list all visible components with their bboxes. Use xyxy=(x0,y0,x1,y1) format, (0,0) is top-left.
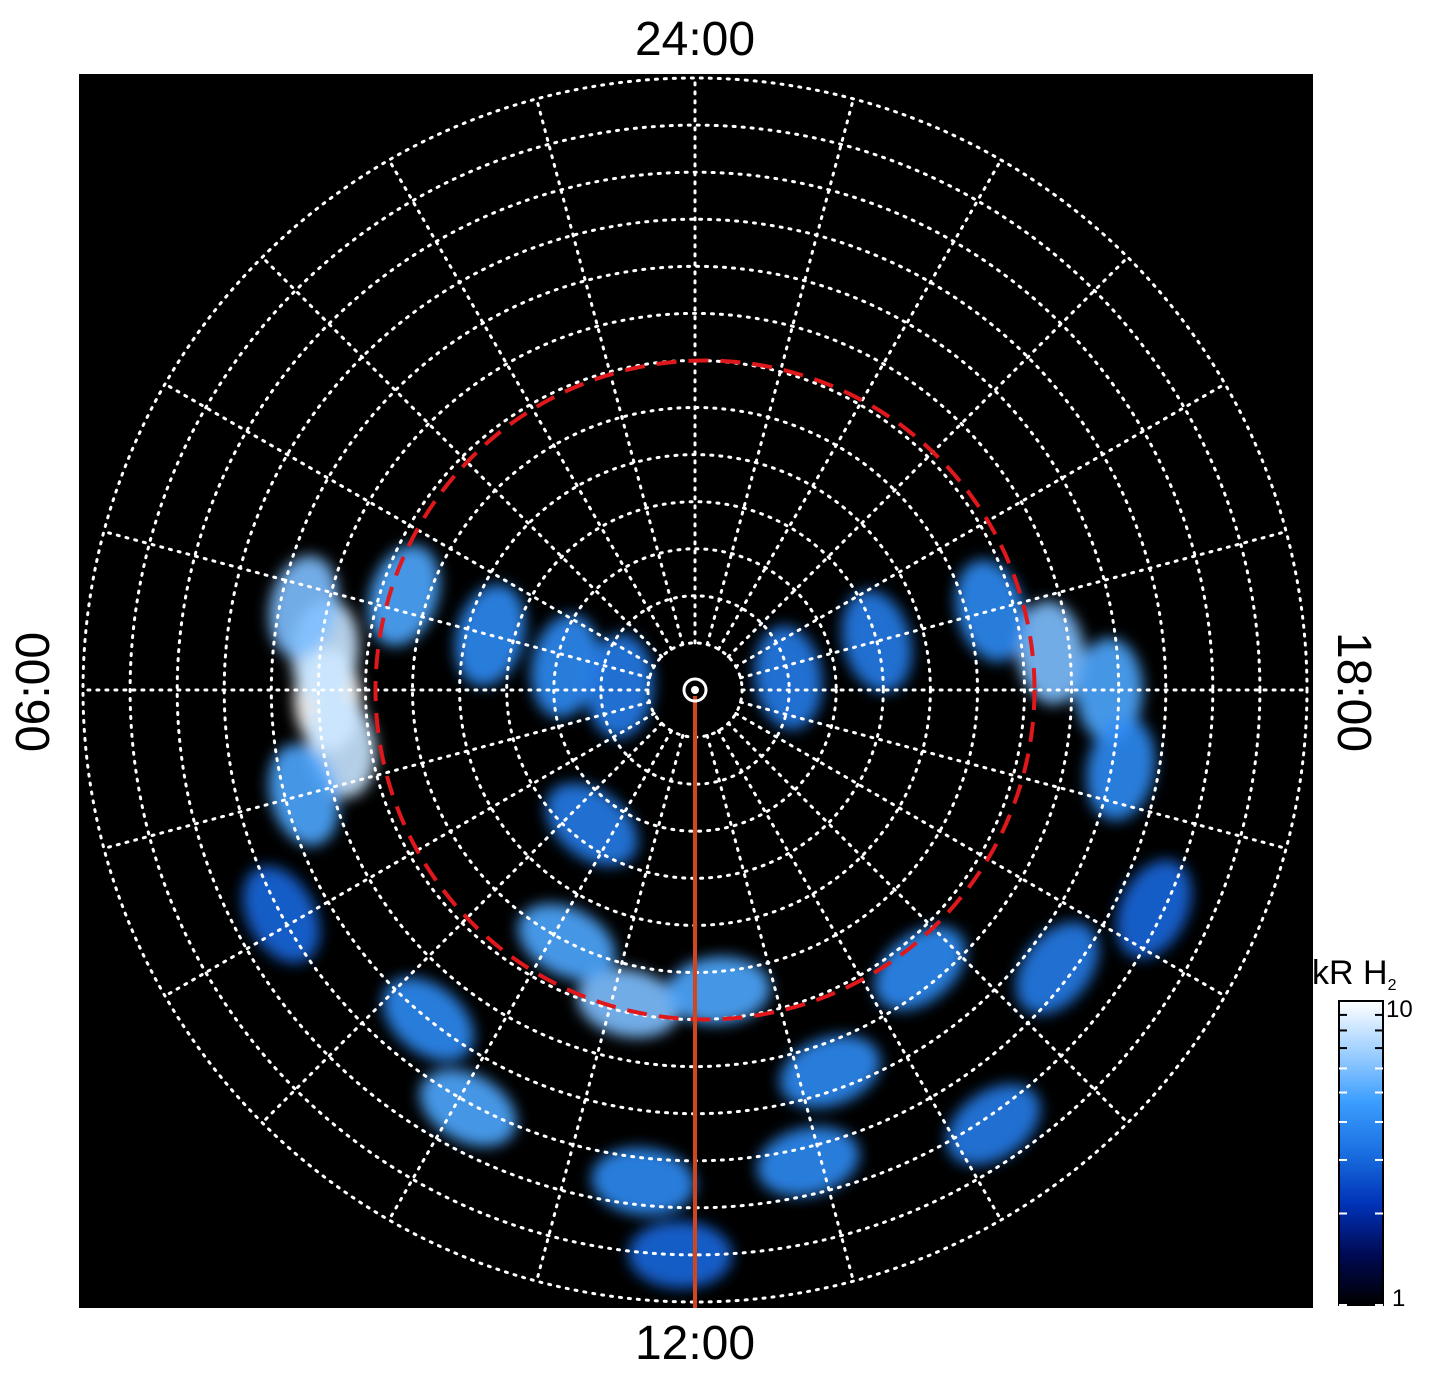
emission-patch xyxy=(268,743,340,846)
grid-meridian xyxy=(739,530,1288,680)
emission-patch xyxy=(666,956,771,1025)
grid-meridian xyxy=(705,97,855,646)
emission-patch xyxy=(577,968,680,1038)
emission-patch xyxy=(757,1126,860,1197)
lt-label-dusk: 18:00 xyxy=(1327,631,1380,753)
grid-ring xyxy=(128,123,1262,1257)
grid-meridian xyxy=(260,721,664,1125)
emission-patch xyxy=(530,614,600,718)
emission-patch xyxy=(1075,638,1144,742)
colorbar-title: kR H2 xyxy=(1312,954,1397,994)
grid-meridian xyxy=(726,721,1130,1125)
grid-meridian xyxy=(387,158,673,651)
grid-meridian xyxy=(163,382,656,668)
colorbar-max-label: 10 xyxy=(1386,996,1413,1023)
grid-meridian xyxy=(102,530,651,680)
polar-grid xyxy=(81,76,1309,1304)
grid-ring xyxy=(316,311,1074,1069)
emission-patch xyxy=(874,926,966,1011)
emission-patch xyxy=(419,1069,517,1147)
lt-label-noon: 12:00 xyxy=(634,1317,756,1370)
grid-meridian xyxy=(535,734,685,1283)
grid-meridian xyxy=(387,729,673,1222)
emission-patch xyxy=(368,544,440,646)
lt-label-dawn: 06:00 xyxy=(7,631,60,753)
emission-patch xyxy=(779,1035,881,1108)
emission-patch xyxy=(946,1084,1041,1165)
lt-label-midnight: 24:00 xyxy=(634,13,756,66)
pole-dot xyxy=(691,686,699,694)
emission-layer xyxy=(242,544,1192,1289)
emission-patch xyxy=(1116,859,1192,959)
colorbar xyxy=(1338,1000,1384,1306)
grid-meridian xyxy=(535,97,685,646)
grid-meridian xyxy=(705,734,855,1283)
grid-meridian xyxy=(734,382,1227,668)
reference-circle xyxy=(373,358,1037,1022)
emission-patch xyxy=(545,783,638,866)
grid-meridian xyxy=(163,712,656,998)
grid-meridian xyxy=(717,158,1003,651)
emission-patch xyxy=(591,1147,696,1216)
colorbar-min-label: 1 xyxy=(1392,1285,1406,1312)
grid-ring xyxy=(552,547,838,833)
grid-ring xyxy=(81,76,1309,1304)
polar-auroral-map xyxy=(79,74,1313,1308)
grid-meridian xyxy=(734,712,1227,998)
grid-meridian xyxy=(102,700,651,850)
grid-meridian xyxy=(260,255,664,659)
emission-patch xyxy=(1086,717,1156,821)
grid-meridian xyxy=(717,729,1003,1222)
emission-patch xyxy=(1015,921,1099,1015)
grid-meridian xyxy=(739,700,1288,850)
pole-marker xyxy=(682,677,708,703)
grid-meridian xyxy=(726,255,1130,659)
